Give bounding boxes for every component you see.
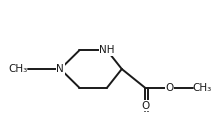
Text: CH₃: CH₃ bbox=[8, 64, 27, 74]
Text: O: O bbox=[141, 100, 149, 111]
Text: NH: NH bbox=[99, 45, 115, 55]
Text: CH₃: CH₃ bbox=[193, 83, 212, 93]
Text: N: N bbox=[57, 64, 64, 74]
Text: O: O bbox=[165, 83, 174, 93]
